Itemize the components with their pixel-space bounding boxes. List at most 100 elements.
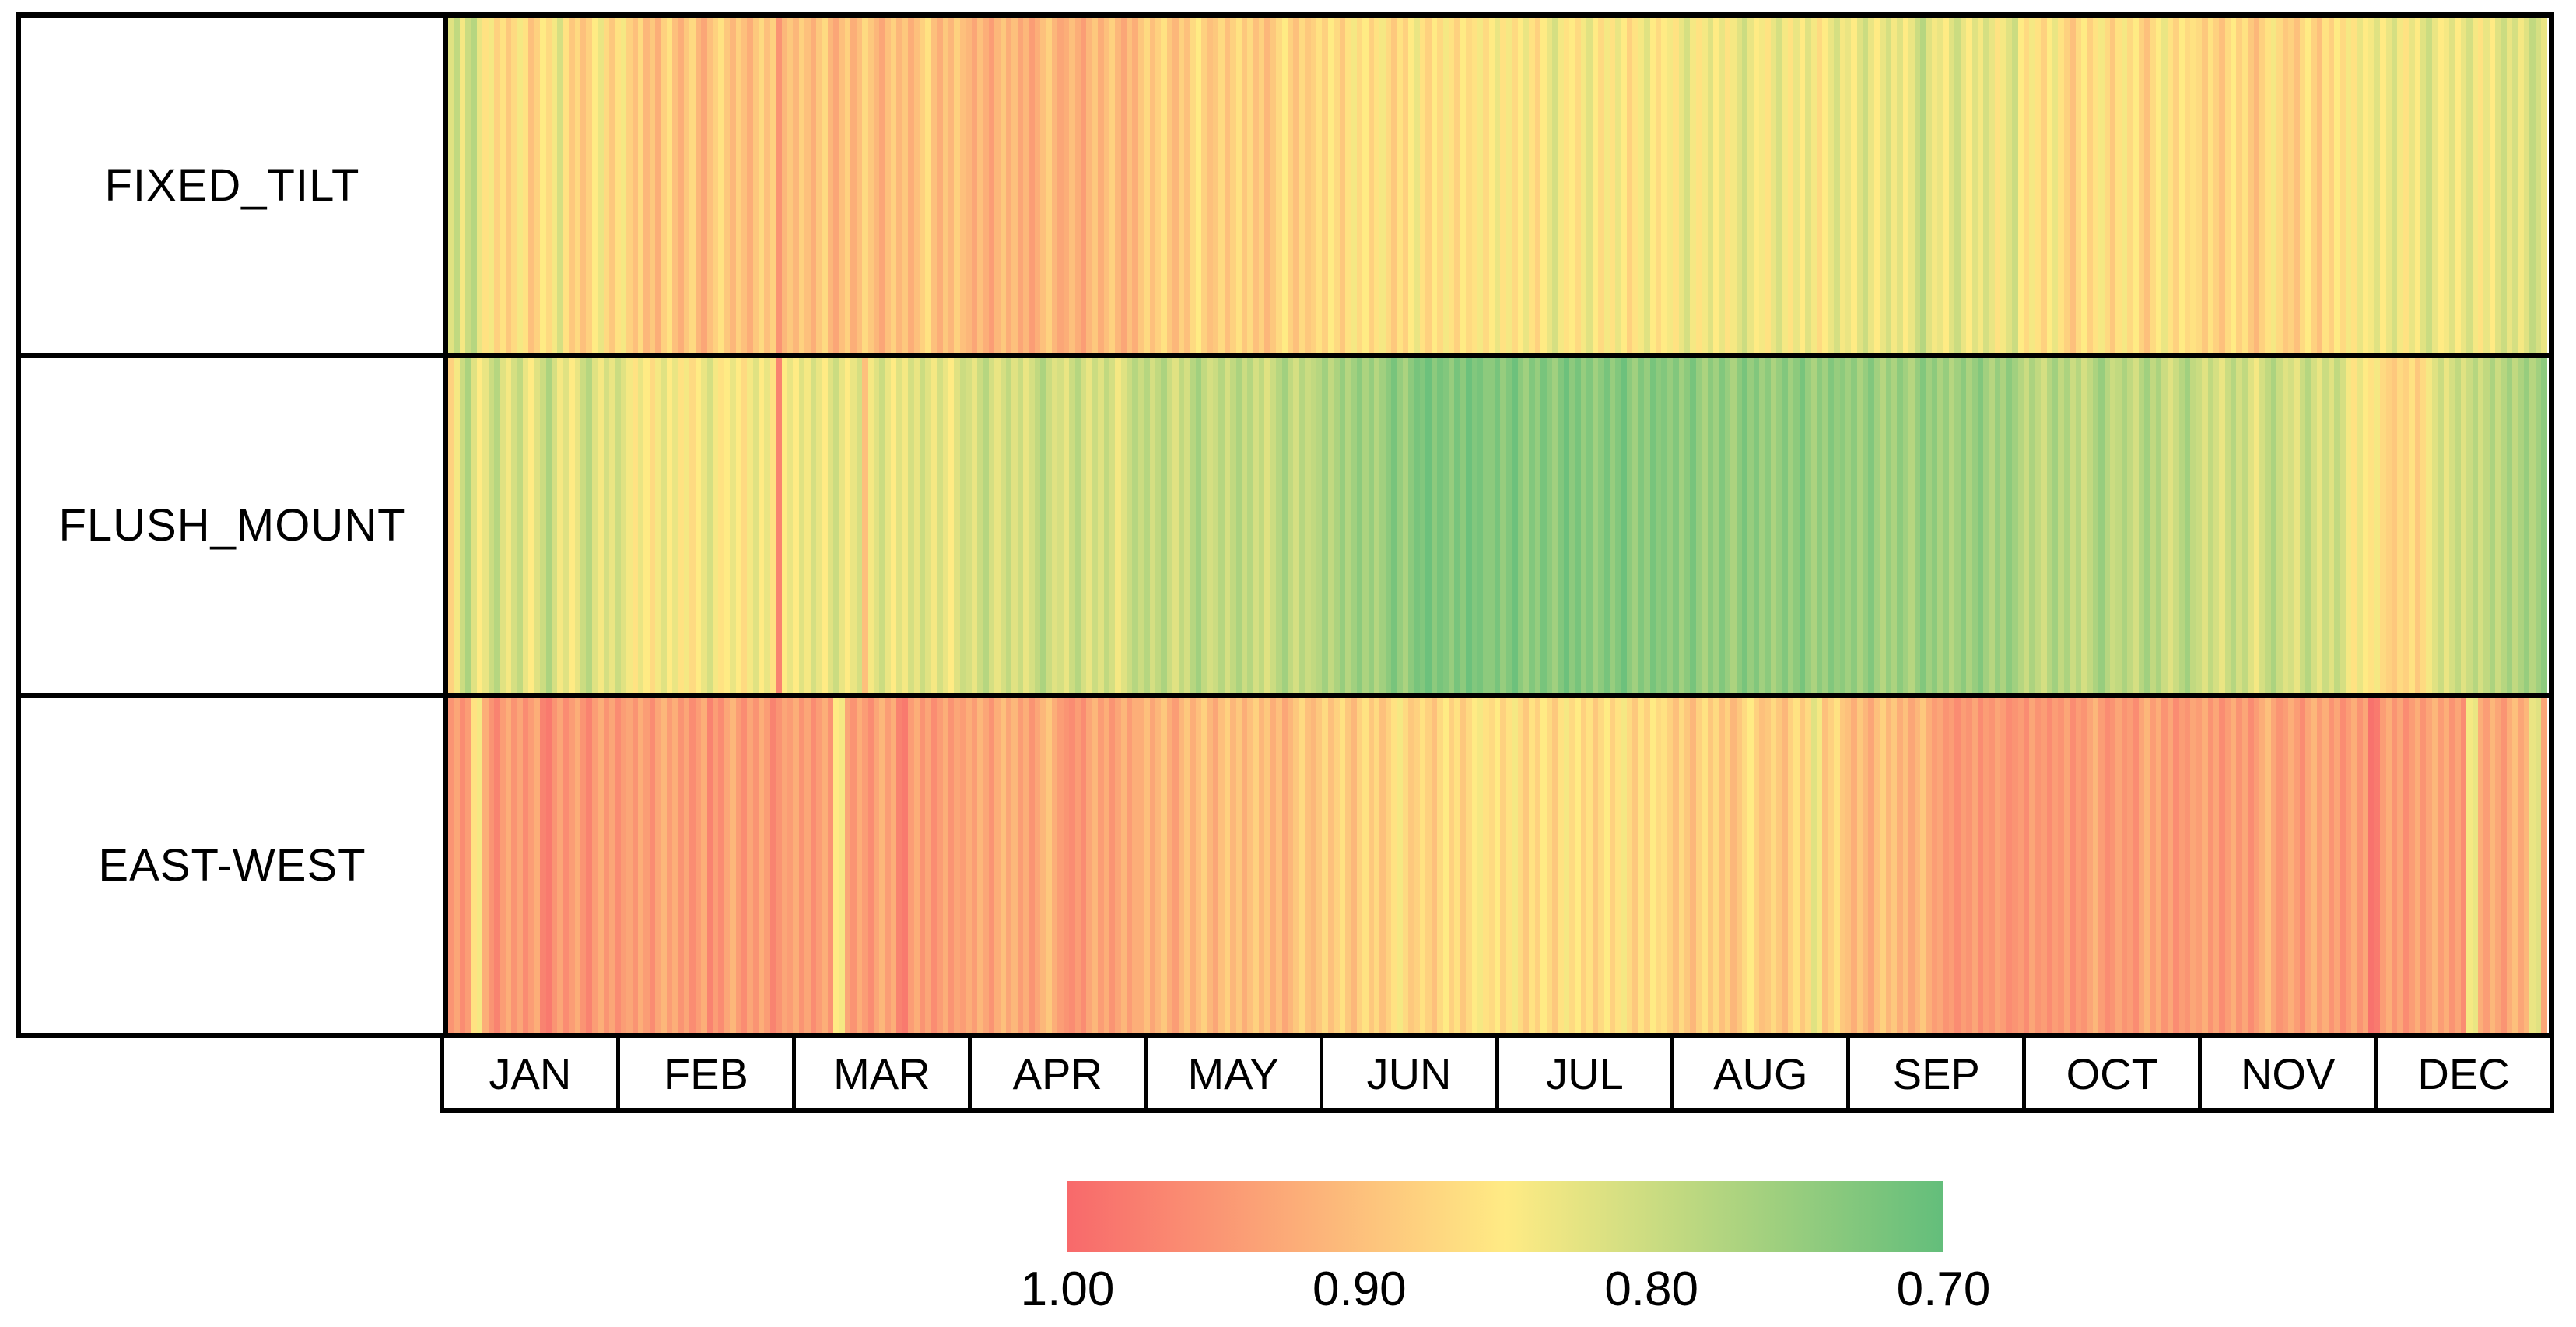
day-stripe <box>2046 358 2052 693</box>
day-stripe <box>2006 18 2013 353</box>
day-stripe <box>2024 18 2030 353</box>
day-stripe <box>2397 18 2403 353</box>
day-stripe <box>1873 698 1880 1033</box>
day-stripe <box>920 698 926 1033</box>
day-stripe <box>2345 698 2352 1033</box>
day-stripe <box>1724 358 1731 693</box>
day-stripe <box>2489 358 2496 693</box>
day-stripe <box>2368 358 2374 693</box>
day-stripe <box>2466 698 2473 1033</box>
day-stripe <box>2196 18 2203 353</box>
day-stripe <box>689 18 696 353</box>
day-stripe <box>2512 358 2518 693</box>
day-stripe <box>1373 18 1380 353</box>
day-stripe <box>1776 698 1782 1033</box>
day-stripe <box>494 18 500 353</box>
day-stripe <box>769 18 776 353</box>
day-stripe <box>1926 18 1932 353</box>
day-stripe <box>471 358 477 693</box>
day-stripe <box>1863 698 1869 1033</box>
day-stripe <box>2357 18 2364 353</box>
day-stripe <box>1695 18 1702 353</box>
day-stripe <box>1339 698 1345 1033</box>
day-stripe <box>2029 18 2035 353</box>
day-stripe <box>603 698 609 1033</box>
day-stripe <box>862 698 868 1033</box>
day-stripe <box>2339 358 2346 693</box>
day-stripe <box>511 18 517 353</box>
day-stripe <box>1517 698 1524 1033</box>
day-stripe <box>2173 358 2179 693</box>
day-stripe <box>2466 18 2473 353</box>
day-stripe <box>1017 698 1024 1033</box>
day-stripe <box>1373 358 1380 693</box>
day-stripe <box>1649 698 1656 1033</box>
day-stripe <box>1845 698 1852 1033</box>
day-stripe <box>2063 698 2070 1033</box>
day-stripe <box>1184 18 1190 353</box>
day-stripe <box>1621 358 1628 693</box>
day-stripe <box>1437 358 1443 693</box>
day-stripe <box>1793 358 1800 693</box>
day-stripe <box>1052 18 1058 353</box>
day-stripe <box>1115 358 1121 693</box>
day-stripe <box>471 698 477 1033</box>
day-stripe <box>966 698 972 1033</box>
day-stripe <box>1902 358 1909 693</box>
day-stripe <box>1454 18 1460 353</box>
day-stripe <box>1810 18 1817 353</box>
day-stripe <box>1109 698 1116 1033</box>
heatmap-table: FIXED_TILT FLUSH_MOUNT EAST-WEST <box>16 12 2554 1038</box>
day-stripe <box>499 698 506 1033</box>
day-stripe <box>2316 18 2323 353</box>
day-stripe <box>1983 698 1989 1033</box>
day-stripe <box>2299 358 2306 693</box>
day-stripe <box>1575 358 1581 693</box>
day-stripe <box>1322 698 1328 1033</box>
day-stripe <box>1356 358 1363 693</box>
day-stripe <box>684 358 690 693</box>
day-stripe <box>1834 18 1840 353</box>
day-stripe <box>1569 358 1575 693</box>
day-stripe <box>540 358 546 693</box>
day-stripe <box>643 18 650 353</box>
day-stripe <box>1730 358 1737 693</box>
day-stripe <box>2483 18 2490 353</box>
legend-tick-0.80: 0.80 <box>1604 1262 1698 1316</box>
day-stripe <box>666 698 673 1033</box>
day-stripe <box>2173 698 2179 1033</box>
day-stripe <box>2438 358 2444 693</box>
day-stripe <box>994 18 1001 353</box>
day-stripe <box>2035 358 2042 693</box>
day-stripe <box>2334 18 2340 353</box>
day-stripe <box>2431 18 2438 353</box>
day-stripe <box>1132 698 1138 1033</box>
day-stripe <box>804 18 811 353</box>
day-stripe <box>1948 18 1955 353</box>
day-stripe <box>1678 358 1684 693</box>
day-stripe <box>2345 18 2352 353</box>
day-stripe <box>2196 358 2203 693</box>
day-stripe <box>2144 18 2150 353</box>
day-stripe <box>2506 18 2513 353</box>
day-stripe <box>1155 698 1162 1033</box>
day-stripe <box>971 358 977 693</box>
day-stripe <box>2178 698 2185 1033</box>
day-stripe <box>2397 358 2403 693</box>
day-stripe <box>2276 18 2283 353</box>
day-stripe <box>2161 358 2168 693</box>
day-stripe <box>724 18 731 353</box>
day-stripe <box>1598 358 1604 693</box>
day-stripe <box>1759 358 1765 693</box>
day-stripe <box>1005 358 1012 693</box>
day-stripe <box>534 358 541 693</box>
day-stripe <box>1437 18 1443 353</box>
day-stripe <box>2167 698 2174 1033</box>
day-stripe <box>2276 358 2283 693</box>
day-stripe <box>626 698 633 1033</box>
day-stripe <box>1178 358 1184 693</box>
day-stripe <box>1868 18 1874 353</box>
day-stripe <box>1667 698 1674 1033</box>
day-stripe <box>804 358 811 693</box>
day-stripe <box>1546 358 1552 693</box>
